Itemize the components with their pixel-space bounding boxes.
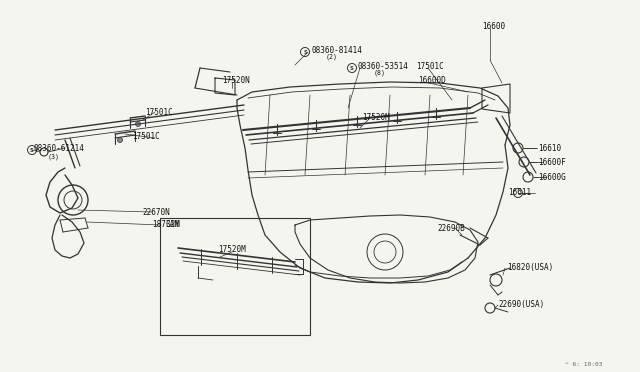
Text: 08360-61214: 08360-61214 [34, 144, 85, 153]
Text: (8): (8) [374, 70, 386, 77]
Text: 17501C: 17501C [145, 108, 173, 117]
Text: (2): (2) [326, 54, 338, 61]
Text: 17501C: 17501C [132, 132, 160, 141]
Text: 16600G: 16600G [538, 173, 566, 182]
Text: 22690B: 22690B [437, 224, 465, 233]
Text: 16610: 16610 [538, 144, 561, 153]
Text: S: S [303, 50, 307, 55]
Text: 22670N: 22670N [142, 208, 170, 217]
Text: 17501C: 17501C [416, 62, 444, 71]
Text: 08360-53514: 08360-53514 [358, 62, 409, 71]
Text: 22690(USA): 22690(USA) [498, 300, 544, 309]
Text: 16600: 16600 [482, 22, 505, 31]
Text: ^ 6: 10:03: ^ 6: 10:03 [565, 362, 602, 367]
Text: S: S [30, 148, 34, 153]
Circle shape [136, 122, 141, 126]
Text: 08360-81414: 08360-81414 [312, 46, 363, 55]
Text: (3): (3) [48, 153, 60, 160]
Text: CAN: CAN [166, 220, 180, 229]
Text: 17520M: 17520M [362, 113, 390, 122]
Text: 16820(USA): 16820(USA) [507, 263, 553, 272]
Bar [160, 218, 310, 335]
Text: 16600D: 16600D [418, 76, 445, 85]
Text: 17520M: 17520M [218, 245, 246, 254]
Text: 17520N: 17520N [222, 76, 250, 85]
Circle shape [118, 138, 122, 142]
Text: 18732M: 18732M [152, 220, 180, 229]
Text: 16600F: 16600F [538, 158, 566, 167]
Text: S: S [350, 66, 354, 71]
Text: 16611: 16611 [508, 188, 531, 197]
